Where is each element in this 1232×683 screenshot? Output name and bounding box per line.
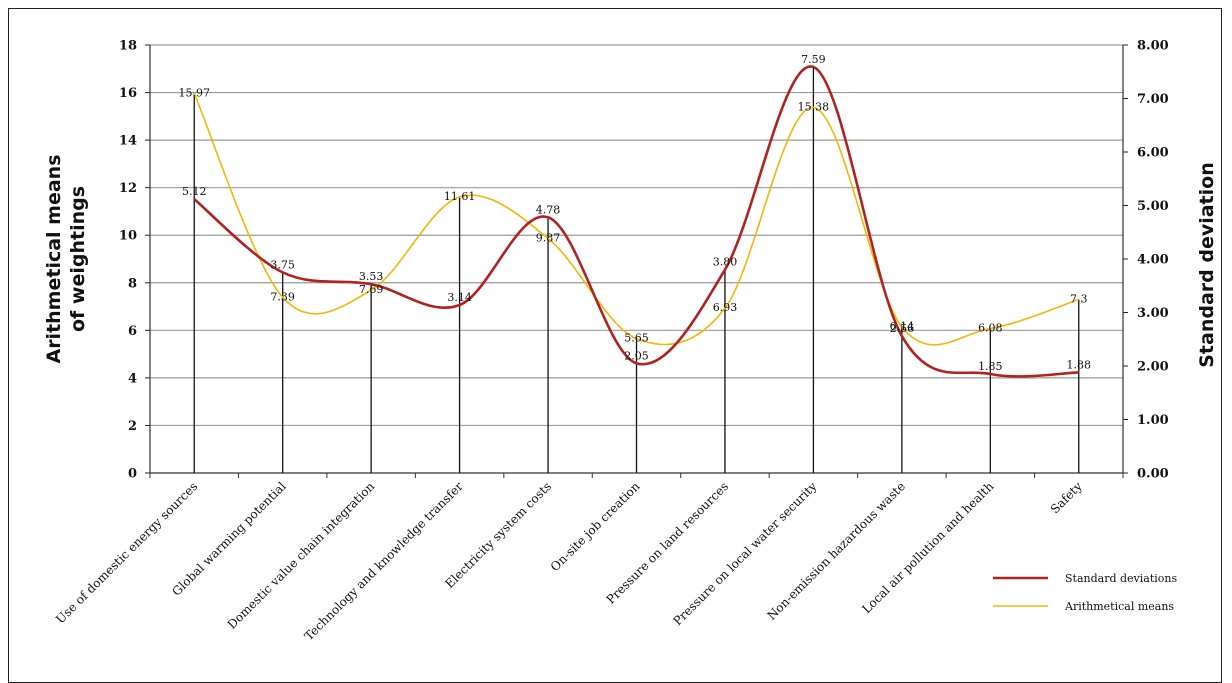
tick-label-right: 0.00 <box>1137 467 1169 482</box>
y-axis-title-left-line-2: of weightings <box>67 186 89 332</box>
series-line-arithmetical-means <box>193 92 1080 346</box>
tick-label-left: 16 <box>119 86 137 101</box>
tick-label-right: 1.00 <box>1137 413 1169 428</box>
y-axis-title-left: Arithmetical means of weightings <box>43 154 89 363</box>
data-label-standard-deviation: 3.80 <box>713 256 738 269</box>
tick-label-left: 6 <box>128 324 137 339</box>
category-label: Safety <box>1048 479 1085 516</box>
category-label: Non-emission hazardous waste <box>764 479 908 623</box>
tick-label-left: 0 <box>128 467 137 482</box>
data-label-arithmetical-mean: 7.39 <box>270 290 295 303</box>
tick-labels: 0 2 4 6 8 10 12 14 16 18 0.00 1.00 2.00 3.00 4.00 5.00 6… <box>119 39 1169 482</box>
chart-frame <box>8 8 1222 683</box>
y-axis-title-right: Standard deviation <box>1196 162 1218 368</box>
tick-label-right: 4.00 <box>1137 253 1169 268</box>
data-label-arithmetical-mean: 6.08 <box>978 321 1003 334</box>
data-label-standard-deviation: 5.12 <box>182 185 207 198</box>
tick-label-right: 7.00 <box>1137 92 1169 107</box>
legend-label: Standard deviations <box>1065 572 1177 585</box>
data-label-arithmetical-mean: 7.3 <box>1070 292 1088 305</box>
tick-label-right: 8.00 <box>1137 39 1169 54</box>
tick-label-left: 12 <box>119 181 137 196</box>
data-label-standard-deviation: 1.85 <box>978 360 1003 373</box>
gridlines <box>150 44 1123 427</box>
data-label-arithmetical-mean: 6.93 <box>713 301 738 314</box>
data-label-standard-deviation: 2.56 <box>890 322 915 335</box>
data-label-standard-deviation: 3.53 <box>359 270 384 283</box>
y-axis-title-left-line-1: Arithmetical means <box>43 154 65 363</box>
category-label: Electricity system costs <box>442 479 554 591</box>
tick-label-right: 6.00 <box>1137 146 1169 161</box>
legend-label: Arithmetical means <box>1064 600 1174 613</box>
tick-label-left: 14 <box>119 134 137 149</box>
series-line-standard-deviations <box>193 65 1079 378</box>
tick-label-left: 18 <box>119 39 137 54</box>
data-label-arithmetical-mean: 15.97 <box>178 86 210 99</box>
data-label-arithmetical-mean: 9.87 <box>536 231 561 244</box>
category-label: Technology and knowledge transfer <box>302 479 466 643</box>
tick-label-left: 4 <box>128 371 137 386</box>
droplines <box>193 66 1080 473</box>
legend: Standard deviations Arithmetical means <box>993 572 1177 613</box>
data-label-standard-deviation: 3.14 <box>447 291 472 304</box>
series-lines <box>193 65 1080 378</box>
category-label: Pressure on local water security <box>670 479 819 628</box>
data-label-arithmetical-mean: 6.14 <box>890 320 915 333</box>
data-label-arithmetical-mean: 11.61 <box>444 190 476 203</box>
data-label-standard-deviation: 3.75 <box>270 258 295 271</box>
category-label: Use of domestic energy sources <box>53 479 200 626</box>
data-label-standard-deviation: 2.05 <box>624 349 649 362</box>
category-label: Domestic value chain integration <box>225 479 378 632</box>
tick-label-left: 8 <box>128 276 137 291</box>
tick-label-right: 5.00 <box>1137 199 1169 214</box>
data-labels: 15.97 7.39 7.69 11.61 9.87 5.65 6.93 15.38 6.14 6… <box>178 53 1091 373</box>
data-label-arithmetical-mean: 15.38 <box>798 100 830 113</box>
tick-label-left: 2 <box>128 419 137 434</box>
tick-label-right: 2.00 <box>1137 360 1169 375</box>
category-label: On-site job creation <box>548 479 643 574</box>
tick-label-left: 10 <box>119 229 137 244</box>
data-label-arithmetical-mean: 5.65 <box>624 332 649 345</box>
data-label-standard-deviation: 7.59 <box>801 53 826 66</box>
data-label-standard-deviation: 1.88 <box>1067 358 1092 371</box>
data-label-arithmetical-mean: 7.69 <box>359 283 384 296</box>
tick-label-right: 3.00 <box>1137 306 1169 321</box>
data-label-standard-deviation: 4.78 <box>536 203 561 216</box>
